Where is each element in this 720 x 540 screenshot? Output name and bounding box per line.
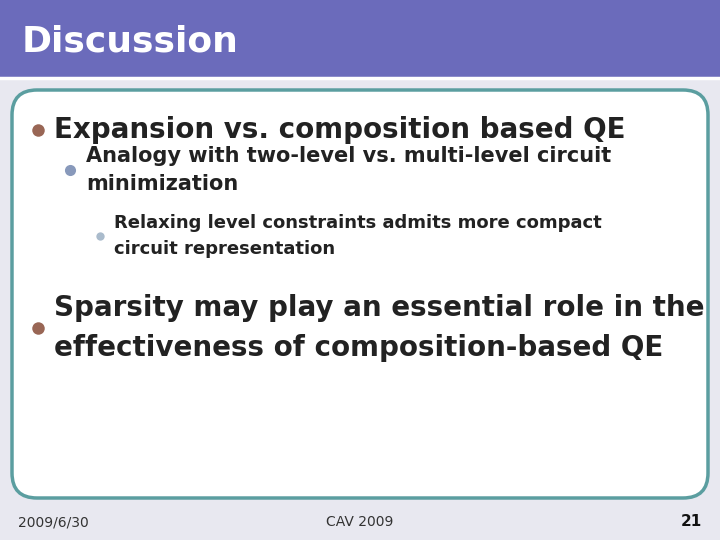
- Text: Discussion: Discussion: [22, 25, 239, 59]
- Text: 2009/6/30: 2009/6/30: [18, 515, 89, 529]
- Text: Expansion vs. composition based QE: Expansion vs. composition based QE: [54, 116, 626, 144]
- FancyBboxPatch shape: [12, 90, 708, 498]
- Text: Sparsity may play an essential role in the
effectiveness of composition-based QE: Sparsity may play an essential role in t…: [54, 294, 704, 361]
- Text: Relaxing level constraints admits more compact
circuit representation: Relaxing level constraints admits more c…: [114, 214, 602, 258]
- Text: Analogy with two-level vs. multi-level circuit
minimization: Analogy with two-level vs. multi-level c…: [86, 146, 611, 194]
- Text: 21: 21: [680, 515, 702, 530]
- Text: CAV 2009: CAV 2009: [326, 515, 394, 529]
- FancyBboxPatch shape: [0, 0, 720, 80]
